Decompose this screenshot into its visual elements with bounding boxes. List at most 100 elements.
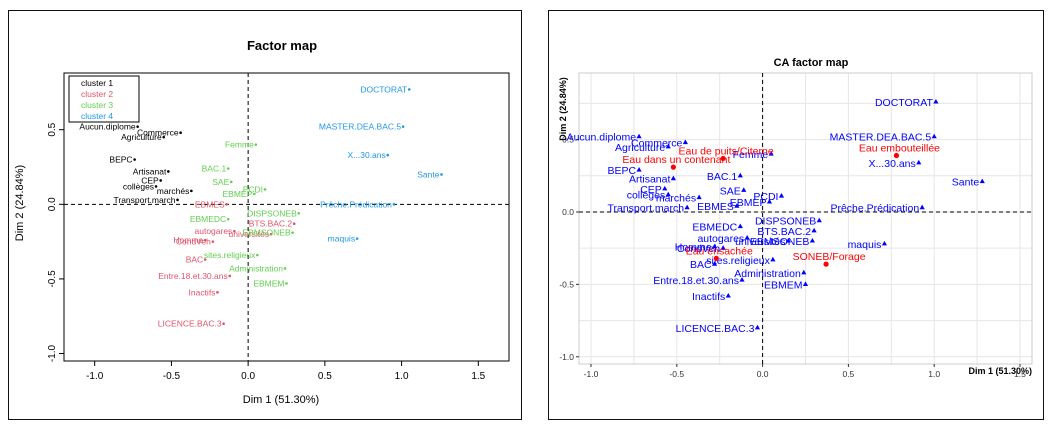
point-autogares [233,229,236,233]
point-dispsoneb [297,211,301,215]
plot-area: -1.0 -0.5 0.0 0.5 1.0 1.5 -1.0 -0.5 0.0 0.5 DOCTOR… [559,72,1033,379]
x-axis-label: Dim 1 (51.30%) [968,366,1032,376]
ca-factor-map-panel: CA factor map Dim 1 (51.30%) Dim 2 (24.8… [548,10,1044,420]
point-label-bac-1: BAC.1 [202,164,227,174]
row-point-licence-bac-3 [754,324,761,330]
row-label-march-s: marchés [656,193,696,205]
point-ebmep [252,192,256,196]
point-ebmsoneb [291,231,294,234]
row-label-sites-religieux: sites.religieux [706,255,770,267]
point-cep [159,179,162,182]
row-label-bac-1: BAC.1 [707,171,738,183]
point-sites-religieux [256,253,259,257]
row-point-artisanat [670,175,676,181]
point-condveh [211,240,215,243]
point-label-maquis: maquis [328,234,355,244]
point-label-ebmep: EBMEP [223,189,253,199]
y-tick-label: -0.5 [559,279,574,289]
point-pr-che-pr-dication [392,203,396,206]
point-label-transport-march: Transport.march [114,195,176,205]
factor-map-panel: Factor map Dim 1 (51.30%) Dim 2 (24.84%)… [8,10,522,420]
row-label-x-30-ans: X...30.ans [868,158,915,170]
point-label-artisanat: Artisanat [133,166,167,176]
point-label-dispsoneb: DISPSONEB [247,208,297,218]
x-tick-label: -1.0 [86,371,104,382]
legend-box [68,75,140,123]
point-label-sites-religieux: sites.religieux [204,250,256,260]
point-entre-18-et-30-ans [228,274,232,278]
row-label-cep: CEP [640,184,662,196]
point-label-x-30-ans: X...30.ans [347,150,385,160]
y-tick-label: -0.5 [47,270,58,288]
x-tick-label: 0.5 [842,369,854,379]
col-point-eau-de-puits-citerne [720,155,726,162]
row-point-sites-religieux [770,256,776,262]
row-point-master-dea-bac-5 [931,133,937,139]
point-label-sae: SAE [212,177,229,187]
point-transport-march [176,198,179,202]
legend: cluster 1 cluster 2 cluster 3 cluster 4 [68,75,140,123]
legend-item-cluster-3: cluster 3 [81,100,113,110]
col-label-eau-ensach-e: Eau ensachée [686,245,753,257]
y-tick-label: -1.0 [559,352,574,362]
row-label-sante: Sante [952,177,980,189]
row-label-bts-bac-2: BTS.BAC.2 [757,226,811,238]
row-label-agriculture: Agriculture [615,142,665,154]
row-point-bac [711,261,718,266]
row-label-aucun-diplome: Aucun.diplome [567,132,637,144]
point-universit-s [269,232,273,236]
col-point-eau-dans-un-contenant [670,164,676,170]
plot-area: -1.0 -0.5 0.0 0.5 1.0 1.5 -1.0 -0.5 0.0 0.5 Aucun.… [47,72,510,382]
point-ebmedc [226,217,230,221]
point-label-inactifs: Inactifs [189,287,216,297]
row-label-bac: BAC [690,259,712,271]
point-label-cep: CEP [141,175,159,185]
point-label-bepc: BEPC [109,155,132,165]
point-label-pr-che-pr-dication: Prêche.Prédication [320,199,392,209]
point-label-ebmes: EBMES [195,199,225,209]
x-tick-label: 1.5 [471,371,485,382]
point-master-dea-bac-5 [401,125,405,129]
point-doctorat [407,88,411,91]
row-label-master-dea-bac-5: MASTER.DEA.BAC.5 [830,132,932,144]
row-label-ebmep: EBMEP [730,197,767,209]
point-label-administration: Administration [229,263,283,273]
point-licence-bac-3 [222,322,225,325]
row-label-doctorat: DOCTORAT [875,97,934,109]
point-agriculture [162,135,166,139]
row-label-pr-che-pr-dication: Prêche.Prédication [830,203,919,215]
point-march-s [190,189,193,193]
point-label-ebmem: EBMEM [253,278,284,288]
row-point-x-30-ans [916,159,922,165]
chart-title: CA factor map [774,57,849,69]
row-point-autogares [744,235,750,240]
row-label-condveh: CondVeh [677,243,720,255]
point-label-agriculture: Agriculture [121,132,162,142]
legend-item-cluster-4: cluster 4 [81,111,113,121]
row-point-bts-bac-2 [811,227,817,233]
row-label-entre-18-et-30-ans: Entre.18.et.30.ans [653,275,739,287]
row-point-commerce [682,139,688,145]
point-aucun-diplome [136,125,139,129]
chart-title: Factor map [247,38,317,53]
col-point-eau-ensach-e [713,255,719,261]
row-point-bepc [636,167,642,172]
point-administration [283,267,287,270]
x-tick-label: -1.0 [584,369,599,379]
legend-item-cluster-1: cluster 1 [81,78,113,88]
point-label-march-s: marchés [157,186,190,196]
point-label-coll-ges: collèges [123,181,154,191]
row-point-dispsoneb [816,217,822,223]
row-point-pr-che-pr-dication [919,204,925,210]
point-bac [203,258,207,261]
point-label-bac: BAC [186,255,203,265]
row-label-femme: Femme [733,149,769,161]
row-point-coll-ges [665,191,671,197]
row-point-maquis [881,240,888,246]
row-label-coll-ges: collèges [627,190,666,202]
row-point-ebmep [766,198,773,204]
row-label-transport-march: Transport.march [607,203,684,215]
row-label-inactifs: Inactifs [692,291,725,303]
row-point-universit-s [785,237,791,243]
point-label-master-dea-bac-5: MASTER.DEA.BAC.5 [319,122,401,132]
